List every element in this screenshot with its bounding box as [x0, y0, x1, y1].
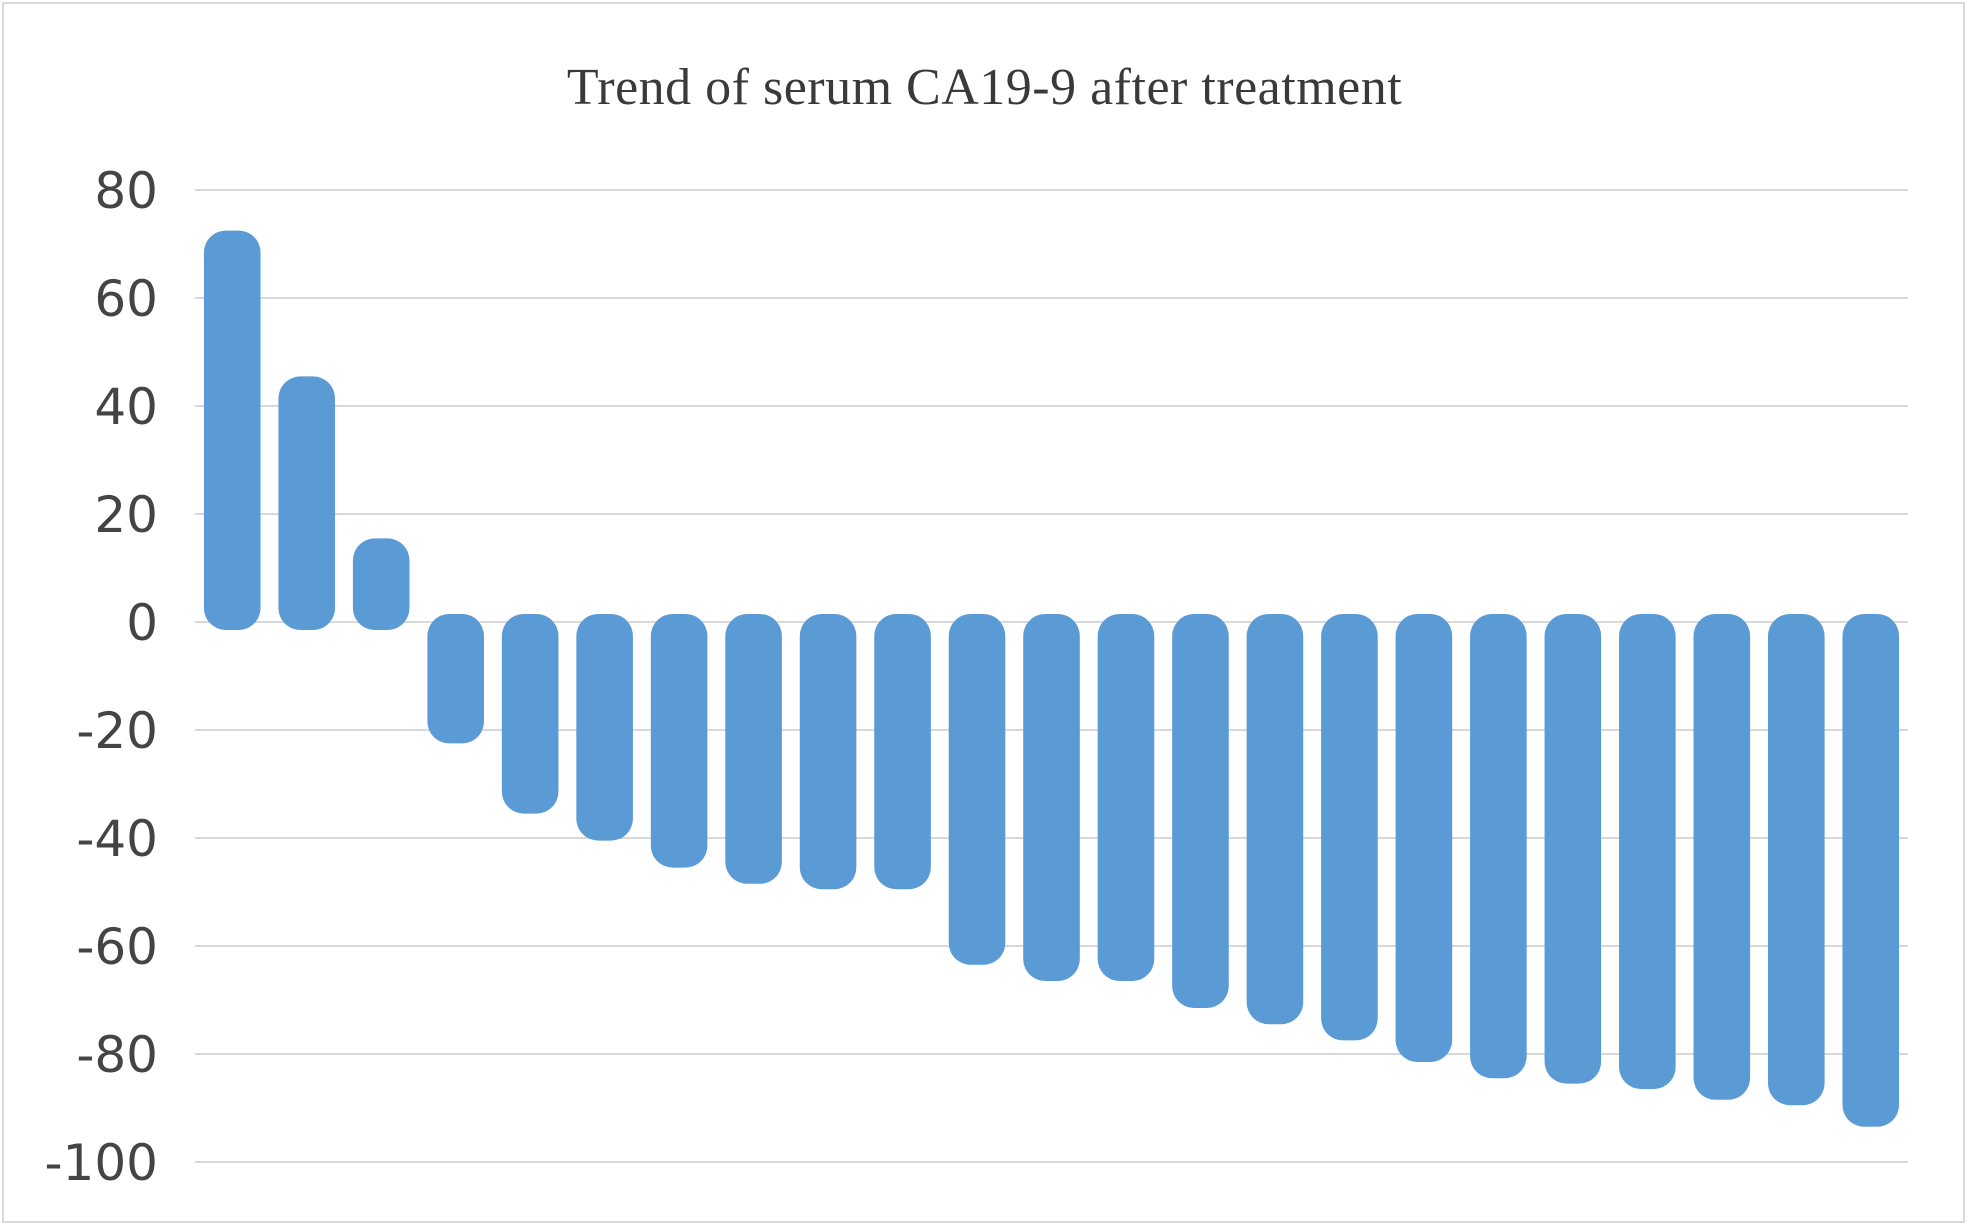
- bar: [1619, 614, 1676, 1089]
- y-tick-label: 0: [126, 594, 158, 652]
- y-tick-label: -80: [76, 1026, 158, 1084]
- y-tick-label: -100: [45, 1134, 158, 1192]
- y-tick-label: 20: [94, 486, 158, 544]
- y-tick-label: 80: [94, 162, 158, 220]
- bar: [650, 614, 708, 868]
- y-tick-label: -40: [76, 810, 158, 868]
- bar: [1693, 614, 1751, 1100]
- bar: [1544, 614, 1602, 1084]
- y-tick-label: -20: [76, 702, 158, 760]
- y-axis-tick-labels: 80 60 40 20 0 -20 -40 -60 -80 -100: [45, 162, 158, 1192]
- bar: [1395, 614, 1453, 1062]
- bar: [874, 614, 931, 890]
- bar: [576, 614, 633, 841]
- bar: [501, 614, 559, 814]
- bar: [1842, 614, 1900, 1127]
- y-tick-label: -60: [76, 918, 158, 976]
- y-tick-label: 60: [94, 270, 158, 328]
- bar: [427, 614, 484, 744]
- bar: [278, 376, 336, 630]
- y-tick-label: 40: [94, 378, 158, 436]
- bar: [725, 614, 782, 884]
- bar: [1097, 614, 1155, 981]
- bars: [203, 230, 1900, 1127]
- bar: [948, 614, 1006, 965]
- bar: [1023, 614, 1080, 981]
- bar: [352, 538, 410, 630]
- chart-title: Trend of serum CA19-9 after treatment: [566, 59, 1403, 116]
- bar: [1172, 614, 1229, 1008]
- bar: [1470, 614, 1527, 1079]
- bar: [1246, 614, 1304, 1025]
- bar: [203, 230, 261, 630]
- bar: [799, 614, 857, 890]
- bar: [1321, 614, 1378, 1041]
- bar: [1767, 614, 1825, 1106]
